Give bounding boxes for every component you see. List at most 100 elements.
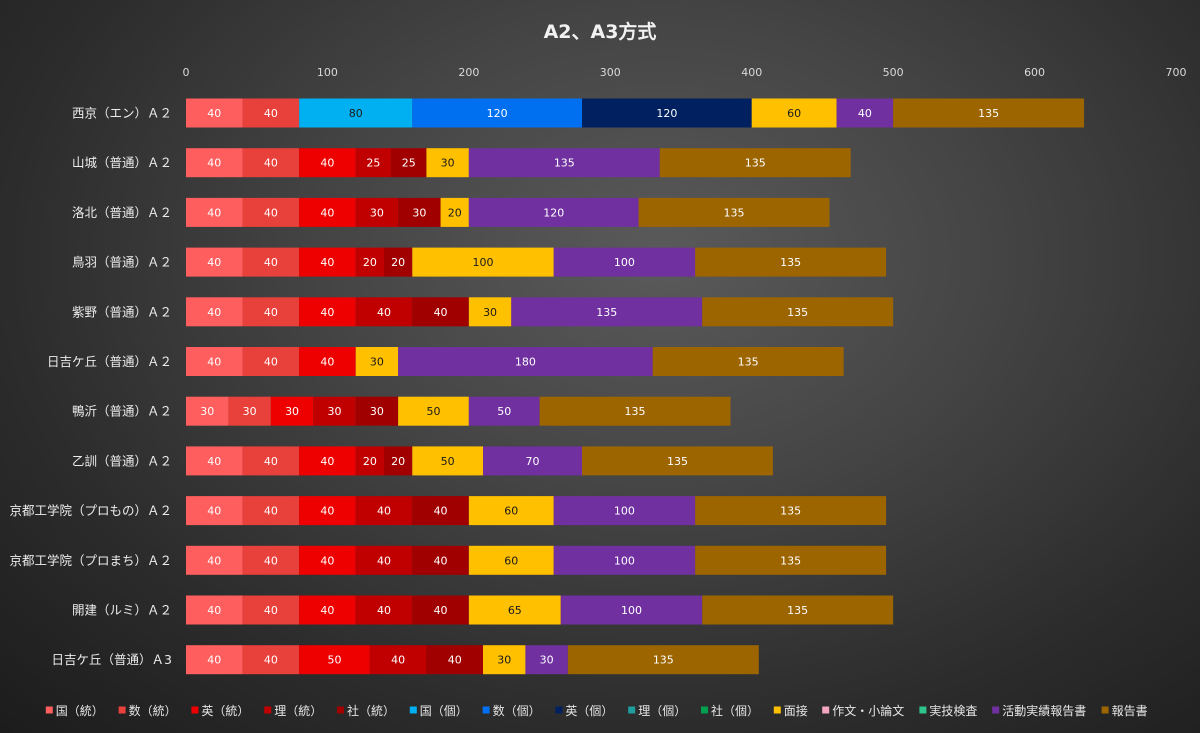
- legend-label: 国（統）: [56, 704, 104, 718]
- legend-label: 実技検査: [929, 703, 977, 718]
- data-label: 20: [363, 455, 377, 468]
- data-label: 40: [207, 256, 221, 269]
- bar-segment: [751, 98, 837, 128]
- bar-segment: [638, 197, 830, 227]
- bar-segment: [299, 545, 356, 575]
- bar-segment: [384, 247, 413, 277]
- bar-segment: [525, 645, 568, 675]
- data-label: 20: [391, 455, 405, 468]
- x-tick-label: 0: [183, 66, 190, 79]
- legend-label: 社（統）: [347, 703, 395, 718]
- bar-segment: [695, 247, 887, 277]
- bar-segment: [553, 545, 696, 575]
- data-label: 40: [207, 604, 221, 617]
- x-tick-label: 200: [458, 66, 479, 79]
- legend-swatch: [822, 706, 830, 714]
- data-label: 40: [207, 554, 221, 567]
- data-label: 40: [264, 256, 278, 269]
- bar-segment: [186, 595, 243, 625]
- data-label: 135: [780, 256, 801, 269]
- data-label: 40: [264, 604, 278, 617]
- data-label: 40: [264, 505, 278, 518]
- data-label: 40: [207, 306, 221, 319]
- data-label: 65: [508, 604, 522, 617]
- data-label: 25: [366, 157, 380, 170]
- data-label: 50: [441, 455, 455, 468]
- legend-swatch: [482, 706, 490, 714]
- bar-segment: [299, 197, 356, 227]
- data-label: 40: [320, 356, 334, 369]
- bar-segment: [242, 247, 300, 277]
- data-label: 40: [264, 157, 278, 170]
- bar-segment: [468, 148, 660, 178]
- data-label: 100: [621, 604, 642, 617]
- bar-segment: [242, 297, 300, 327]
- bar-segment: [299, 148, 356, 178]
- bar-segment: [186, 148, 243, 178]
- data-label: 40: [320, 505, 334, 518]
- bar-segment: [186, 197, 243, 227]
- data-label: 60: [787, 107, 801, 120]
- data-label: 135: [625, 405, 646, 418]
- data-label: 30: [328, 405, 342, 418]
- data-label: 50: [497, 405, 511, 418]
- data-label: 135: [554, 157, 575, 170]
- x-tick-label: 500: [883, 66, 904, 79]
- bar-segment: [567, 645, 759, 675]
- data-label: 135: [780, 505, 801, 518]
- legend-swatch: [992, 706, 1000, 714]
- bar-segment: [560, 595, 703, 625]
- legend-label: 数（統）: [129, 703, 177, 718]
- bar-segment: [412, 545, 469, 575]
- bar-segment: [355, 545, 413, 575]
- bar-segment: [355, 297, 413, 327]
- bar-segment: [893, 98, 1085, 128]
- bar-segment: [299, 496, 356, 526]
- data-label: 40: [207, 505, 221, 518]
- bar-segment: [412, 595, 469, 625]
- bar-segment: [242, 446, 300, 476]
- data-label: 120: [487, 107, 508, 120]
- x-tick-label: 600: [1024, 66, 1045, 79]
- bar-segment: [355, 197, 399, 227]
- bar-segment: [242, 197, 300, 227]
- x-tick-label: 400: [741, 66, 762, 79]
- category-label: 京都工学院（プロもの）Ａ２: [9, 503, 172, 518]
- legend-label: 活動実績報告書: [1002, 703, 1086, 718]
- bar-segment: [228, 396, 271, 426]
- bar-segment: [186, 645, 243, 675]
- category-label: 鳥羽（普通）Ａ２: [72, 255, 172, 270]
- bar-segment: [186, 496, 243, 526]
- category-label: 日吉ケ丘（普通）Ａ２: [47, 354, 172, 369]
- bar-segment: [242, 645, 300, 675]
- category-label: 日吉ケ丘（普通）Ａ3: [52, 652, 172, 667]
- data-label: 40: [434, 554, 448, 567]
- bar-segment: [440, 197, 469, 227]
- bar-segment: [582, 446, 773, 476]
- bar-segment: [355, 347, 399, 376]
- data-label: 60: [504, 554, 518, 567]
- data-label: 30: [370, 356, 384, 369]
- bar-segment: [242, 347, 300, 376]
- data-label: 120: [656, 107, 677, 120]
- data-label: 40: [434, 604, 448, 617]
- category-label: 洛北（普通）Ａ２: [72, 205, 172, 220]
- bar-segment: [299, 98, 413, 128]
- bar-segment: [426, 148, 469, 178]
- data-label: 40: [264, 206, 278, 219]
- data-label: 40: [207, 157, 221, 170]
- bar-segment: [313, 396, 356, 426]
- data-label: 60: [504, 505, 518, 518]
- data-label: 135: [653, 654, 674, 667]
- bar-segment: [186, 446, 243, 476]
- bar-segment: [355, 496, 413, 526]
- bar-segment: [242, 148, 300, 178]
- data-label: 100: [614, 505, 635, 518]
- data-label: 30: [483, 306, 497, 319]
- bar-segment: [836, 98, 894, 128]
- data-label: 40: [320, 306, 334, 319]
- bar-segment: [468, 197, 639, 227]
- bar-segment: [391, 148, 427, 178]
- bar-segment: [398, 197, 441, 227]
